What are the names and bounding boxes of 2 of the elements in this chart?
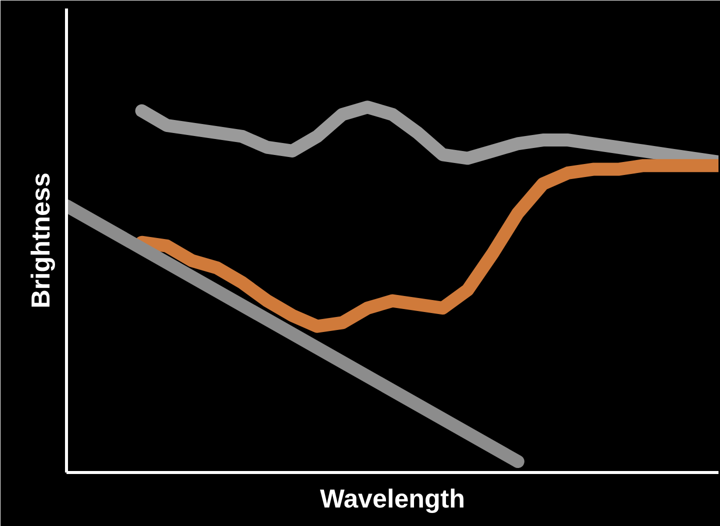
y-axis-title: Brightness: [26, 172, 56, 308]
x-axis-title: Wavelength: [320, 484, 465, 514]
